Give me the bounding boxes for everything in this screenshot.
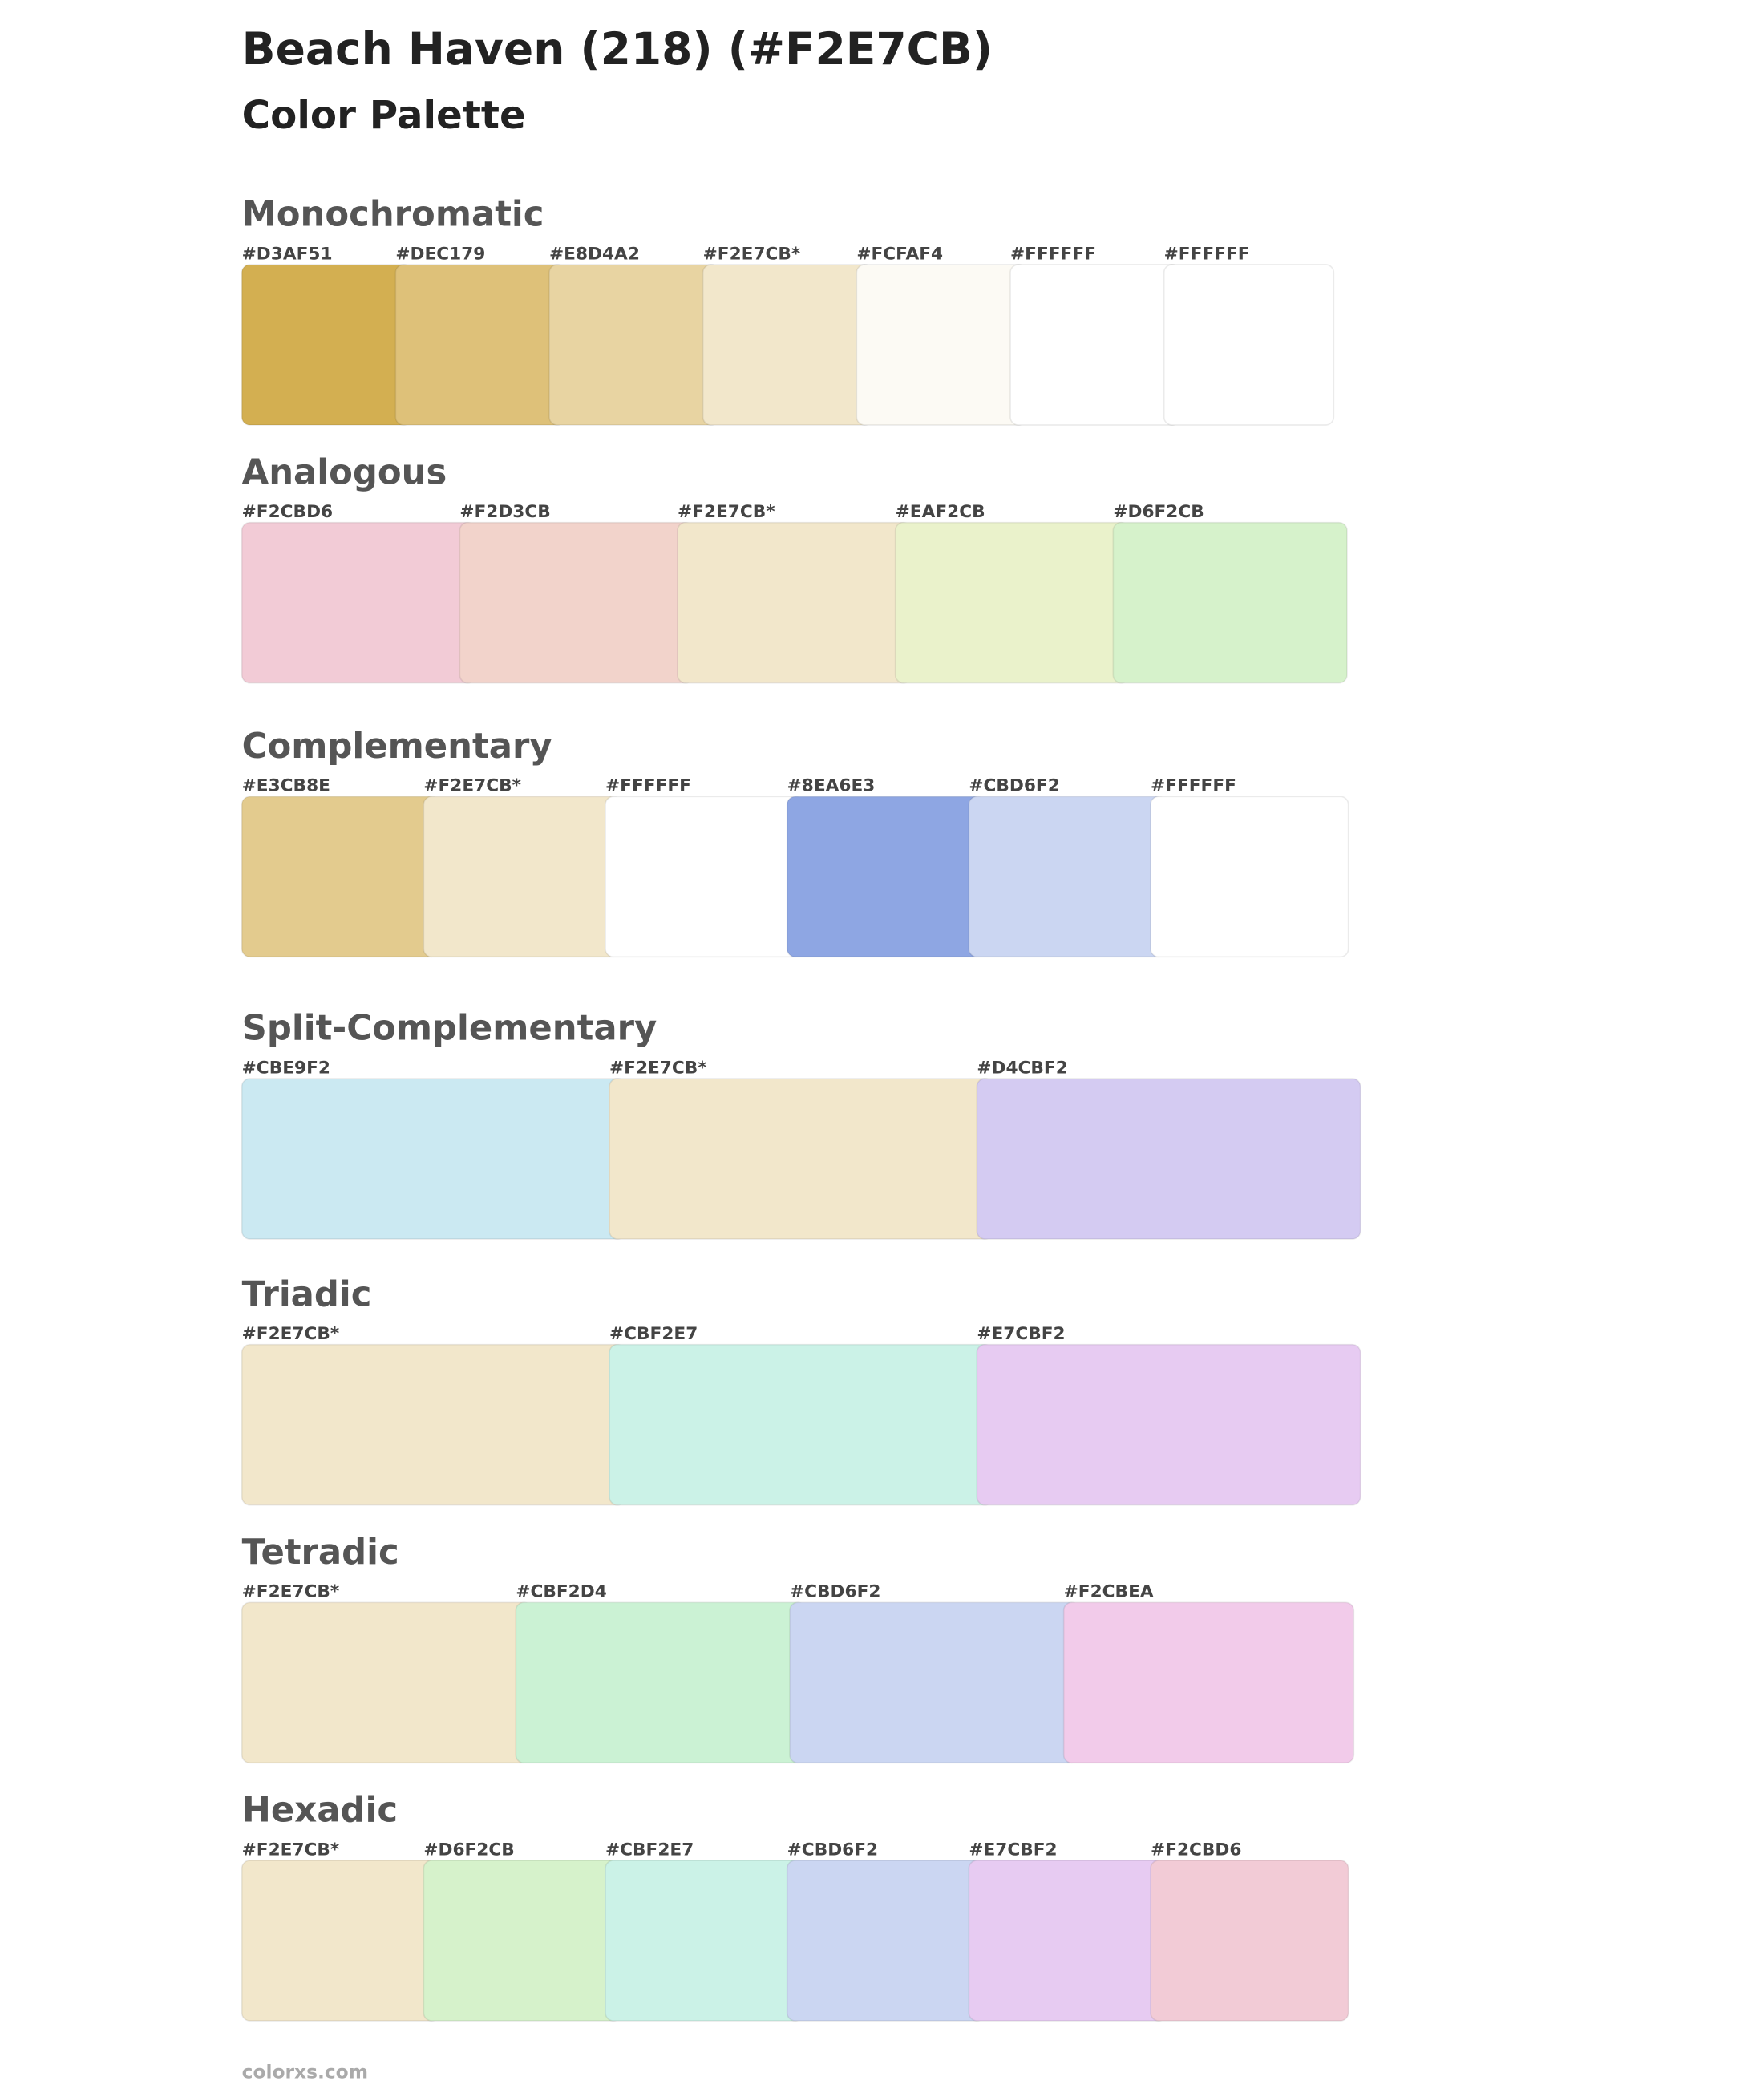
swatch-label: #E3CB8E [242,776,330,796]
swatch [241,264,413,426]
swatch [241,521,477,684]
swatch-label: #FFFFFF [1164,244,1250,264]
page-subtitle: Color Palette [242,93,526,138]
swatch [1062,1601,1355,1764]
swatch [241,1078,626,1240]
swatch [976,1343,1361,1506]
swatch-label: #8EA6E3 [787,776,876,796]
swatch [789,1601,1081,1764]
swatch [241,796,441,958]
swatch [1150,1860,1349,2022]
swatch-label: #EAF2CB [896,502,985,522]
swatch-label: #FCFAF4 [856,244,943,264]
swatch [1112,521,1348,684]
swatch-label: #F2E7CB* [242,1840,340,1860]
swatch [1163,264,1335,426]
swatch [786,1860,986,2022]
footer: colorxs.com [242,2061,368,2083]
swatch [241,1601,533,1764]
swatch [423,1860,622,2022]
swatch-label: #F2E7CB* [242,1582,340,1602]
swatch-label: #D6F2CB [1113,502,1204,522]
section-heading: Monochromatic [242,195,544,235]
swatch [976,1078,1361,1240]
page-title: Beach Haven (218) (#F2E7CB) [242,23,993,75]
swatch [609,1078,994,1240]
swatch [968,796,1167,958]
swatch-label: #CBF2E7 [609,1324,698,1344]
swatch-label: #E7CBF2 [977,1324,1065,1344]
swatch-label: #F2E7CB* [609,1058,707,1078]
swatch-label: #F2CBD6 [242,502,333,522]
swatch-label: #E8D4A2 [549,244,640,264]
section-heading: Tetradic [242,1532,399,1573]
swatch [702,264,874,426]
swatch [241,1860,441,2022]
swatch-label: #D6F2CB [423,1840,514,1860]
swatch [968,1860,1167,2022]
swatch-label: #CBE9F2 [242,1058,330,1078]
swatch-label: #FFFFFF [1010,244,1096,264]
swatch-label: #CBF2E7 [605,1840,694,1860]
swatch-label: #D4CBF2 [977,1058,1067,1078]
swatch-label: #F2E7CB* [423,776,521,796]
section-heading: Triadic [242,1274,372,1314]
swatch-label: #D3AF51 [242,244,333,264]
swatch-label: #F2D3CB [459,502,550,522]
section-heading: Hexadic [242,1791,398,1831]
swatch-label: #F2CBEA [1064,1582,1154,1602]
swatch [786,796,986,958]
swatch-label: #E7CBF2 [969,1840,1057,1860]
swatch [423,796,622,958]
swatch-label: #DEC179 [395,244,485,264]
swatch [515,1601,807,1764]
swatch [894,521,1131,684]
swatch-label: #CBD6F2 [787,1840,878,1860]
swatch-label: #F2E7CB* [703,244,801,264]
section-heading: Analogous [242,452,447,492]
swatch-label: #CBD6F2 [969,776,1059,796]
swatch-label: #F2E7CB* [242,1324,340,1344]
swatch [1009,264,1181,426]
swatch [394,264,566,426]
swatch-label: #FFFFFF [605,776,691,796]
swatch [605,796,804,958]
swatch [241,1343,626,1506]
section-heading: Complementary [242,727,552,767]
swatch-label: #F2E7CB* [678,502,775,522]
swatch-label: #F2CBD6 [1151,1840,1241,1860]
swatch-label: #CBF2D4 [516,1582,606,1602]
swatch [609,1343,994,1506]
swatch-label: #CBD6F2 [790,1582,880,1602]
swatch [548,264,720,426]
swatch-label: #FFFFFF [1151,776,1236,796]
section-heading: Split-Complementary [242,1009,657,1049]
swatch [1150,796,1349,958]
swatch [605,1860,804,2022]
swatch [677,521,912,684]
swatch [459,521,694,684]
swatch [856,264,1027,426]
